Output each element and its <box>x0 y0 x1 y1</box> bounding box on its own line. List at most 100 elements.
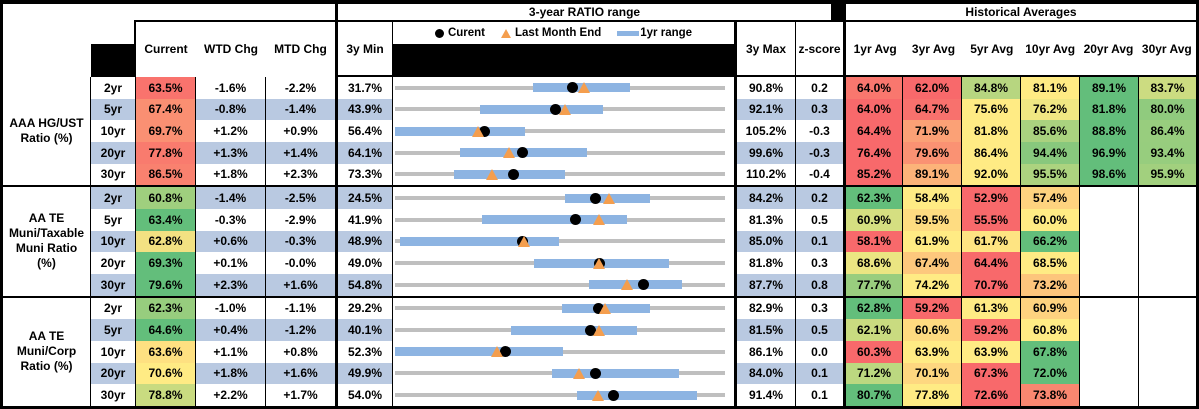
3y-min-cell: 56.4% <box>338 120 392 142</box>
ratio-range-header: 3-year RATIO range <box>338 4 831 20</box>
3y-max-cell: 105.2% <box>737 120 795 142</box>
current-cell: 69.3% <box>136 252 195 274</box>
current-dot <box>479 125 491 137</box>
avg-cell: 81.1% <box>1021 77 1079 99</box>
3y-max-cell: 81.3% <box>737 209 795 231</box>
range-chart <box>393 274 734 296</box>
last-month-triangle <box>602 192 615 204</box>
avg-cell: 95.9% <box>1139 163 1196 186</box>
period-cell: 20yr <box>91 362 135 385</box>
z-score-cell: 0.5 <box>796 209 843 231</box>
z-score-cell: 0.2 <box>796 77 843 99</box>
wtd-chg-cell: +0.1% <box>196 252 265 274</box>
z-score-cell: 0.3 <box>796 297 843 320</box>
1yr-range-bar <box>551 368 679 378</box>
current-cell: 63.4% <box>136 209 195 231</box>
avg-cell: 60.9% <box>1021 297 1079 320</box>
last-month-triangle <box>578 82 591 94</box>
avg-cell: 62.1% <box>846 319 902 341</box>
header-divider <box>134 20 335 22</box>
avg-cell-empty <box>1139 187 1196 209</box>
3y-max-column-header: 3y Max <box>737 22 795 75</box>
range-chart <box>393 142 734 164</box>
z-score-cell: -0.4 <box>796 163 843 186</box>
avg-cell: 57.4% <box>1021 187 1079 209</box>
historical-averages-header: Historical Averages <box>846 4 1196 20</box>
mtd-chg-cell: +1.6% <box>266 274 335 296</box>
avg-cell: 71.9% <box>903 120 961 142</box>
period-cell: 5yr <box>91 319 135 341</box>
1yr-range-bar <box>511 325 638 335</box>
avg-cell: 58.4% <box>903 187 961 209</box>
range-chart <box>393 230 734 253</box>
3y-max-cell: 82.9% <box>737 297 795 320</box>
current-cell: 63.6% <box>136 341 195 363</box>
avg-cell: 70.7% <box>962 274 1020 296</box>
mtd-chg-cell: -2.2% <box>266 77 335 99</box>
z-score-cell: 0.1 <box>796 230 843 253</box>
3y-range-track <box>395 282 725 287</box>
avg-cell: 96.9% <box>1080 142 1138 164</box>
last-month-triangle <box>558 103 571 115</box>
last-month-triangle <box>598 302 611 314</box>
avg-cell: 60.8% <box>1021 319 1079 341</box>
current-dot-icon <box>434 28 444 38</box>
z-score-cell: 0.2 <box>796 187 843 209</box>
current-dot <box>592 302 604 314</box>
1yr-range-bar <box>588 280 682 290</box>
z-score-column-header: z-score <box>796 22 843 75</box>
3y-max-cell: 84.0% <box>737 362 795 385</box>
3y-min-cell: 73.3% <box>338 163 392 186</box>
3y-min-cell: 48.9% <box>338 230 392 253</box>
wtd-chg-cell: -1.4% <box>196 187 265 209</box>
wtd-chg-cell: -1.0% <box>196 297 265 320</box>
avg-cell: 67.3% <box>962 362 1020 385</box>
avg-cell: 79.6% <box>903 142 961 164</box>
last-month-triangle-icon <box>501 28 512 38</box>
current-cell: 77.8% <box>136 142 195 164</box>
current-column-header: Current <box>144 41 188 56</box>
wtd-chg-cell: +2.2% <box>196 384 265 406</box>
avg-cell-empty <box>1139 384 1196 406</box>
3y-min-cell: 52.3% <box>338 341 392 363</box>
avg-cell: 85.2% <box>846 163 902 186</box>
z-score-cell: 0.3 <box>796 252 843 274</box>
mtd-chg-cell: +0.8% <box>266 341 335 363</box>
wtd-chg-cell: +1.1% <box>196 341 265 363</box>
mtd-chg-cell: -2.9% <box>266 209 335 231</box>
mtd-chg-cell: +2.3% <box>266 163 335 186</box>
3y-max-cell: 86.1% <box>737 341 795 363</box>
avg-cell: 60.6% <box>903 319 961 341</box>
3y-range-track <box>395 306 725 311</box>
group-label: AA TE Muni/Corp Ratio (%) <box>3 297 90 406</box>
avg-cell: 92.0% <box>962 163 1020 186</box>
period-cell: 30yr <box>91 384 135 406</box>
wtd-chg-cell: +1.8% <box>196 362 265 385</box>
average-columns-header: 1yr Avg 3yr Avg 5yr Avg 10yr Avg 20yr Av… <box>846 22 1196 75</box>
avg-cell: 61.7% <box>962 230 1020 253</box>
avg-cell: 80.0% <box>1139 98 1196 121</box>
avg-cell: 59.2% <box>962 319 1020 341</box>
mtd-chg-cell: -0.0% <box>266 252 335 274</box>
avg-cell: 95.5% <box>1021 163 1079 186</box>
avg-cell: 81.8% <box>962 120 1020 142</box>
avg-cell: 75.6% <box>962 98 1020 121</box>
current-dot <box>590 192 602 204</box>
avg-cell: 86.4% <box>962 142 1020 164</box>
current-dot <box>584 324 596 336</box>
avg-cell: 85.6% <box>1021 120 1079 142</box>
range-chart <box>393 187 734 209</box>
last-month-triangle <box>592 389 605 401</box>
3y-min-cell: 49.0% <box>338 252 392 274</box>
wtd-chg-column-header: WTD Chg <box>204 41 258 56</box>
avg-column-header: 5yr Avg <box>970 41 1014 56</box>
range-chart <box>393 319 734 341</box>
current-dot <box>567 82 579 94</box>
range-chart <box>393 362 734 385</box>
avg-cell: 68.5% <box>1021 252 1079 274</box>
3y-max-cell: 92.1% <box>737 98 795 121</box>
avg-cell: 64.4% <box>846 120 902 142</box>
last-month-triangle <box>621 279 634 291</box>
3y-max-cell: 81.8% <box>737 252 795 274</box>
